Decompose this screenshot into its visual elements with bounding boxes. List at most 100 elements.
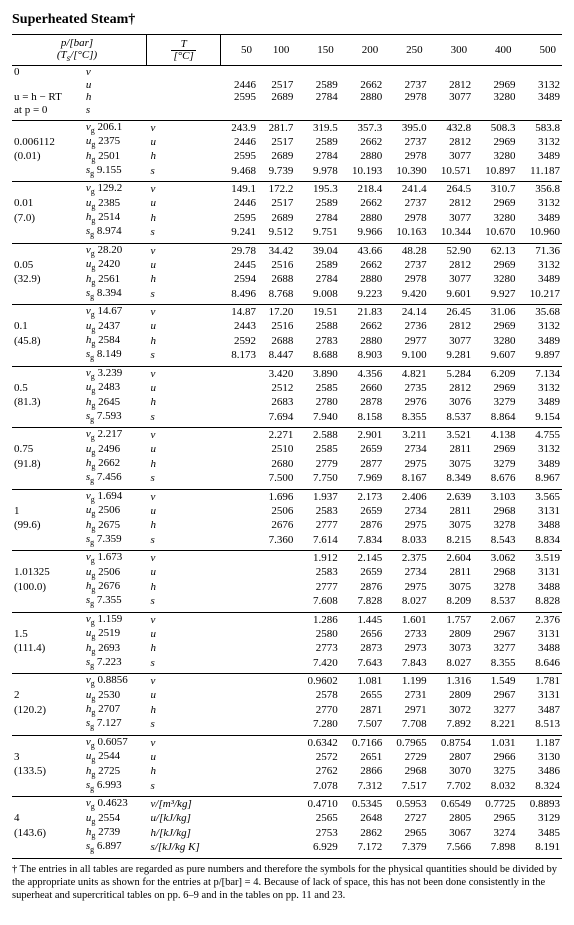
property-label: sg 7.127 [82, 717, 147, 731]
data-cell: 3076 [429, 396, 473, 410]
data-cell: 7.360 [258, 533, 295, 547]
data-cell: 2585 [295, 381, 339, 395]
data-cell: 35.68 [518, 305, 562, 320]
data-cell: 7.898 [473, 840, 517, 854]
property-symbol: h [147, 580, 221, 594]
property-label: vg 1.159 [82, 612, 147, 627]
data-cell: 1.912 [295, 551, 339, 566]
data-cell [518, 66, 562, 79]
data-cell [258, 627, 295, 641]
data-cell [295, 104, 339, 117]
pressure-label: 0.5 [12, 381, 82, 395]
data-cell: 3280 [473, 211, 517, 225]
pressure-label [12, 348, 82, 362]
data-cell: 3280 [473, 334, 517, 348]
property-symbol: h [147, 703, 221, 717]
property-label: hg 2675 [82, 519, 147, 533]
table-row: 0.5ug 2483u2512258526602735281229693132 [12, 381, 562, 395]
data-cell: 2594 [221, 273, 258, 287]
data-cell: 2516 [258, 258, 295, 272]
data-cell [221, 580, 258, 594]
data-cell: 8.173 [221, 348, 258, 362]
data-cell: 2971 [384, 703, 428, 717]
data-cell [258, 765, 295, 779]
property-symbol: s [147, 348, 221, 362]
pressure-label [12, 305, 82, 320]
data-cell: 8.033 [384, 533, 428, 547]
data-cell: 3132 [518, 197, 562, 211]
data-cell [221, 674, 258, 689]
data-cell: 7.843 [384, 656, 428, 670]
data-cell: 2736 [384, 320, 428, 334]
property-label: ug 2483 [82, 381, 147, 395]
data-cell: 4.821 [384, 366, 428, 381]
data-cell: 2773 [295, 642, 339, 656]
data-cell [384, 66, 428, 79]
data-cell [221, 717, 258, 731]
table-row: 1.01325ug 2506u258326592734281129683131 [12, 566, 562, 580]
data-cell: 2595 [221, 211, 258, 225]
property-symbol: u [147, 320, 221, 334]
data-cell: 9.601 [429, 287, 473, 301]
table-row: 3ug 2544u257226512729280729663130 [12, 750, 562, 764]
data-cell [429, 66, 473, 79]
property-label: hg 2662 [82, 457, 147, 471]
data-cell: 2880 [340, 91, 384, 104]
data-cell: 2.067 [473, 612, 517, 627]
data-cell [221, 566, 258, 580]
data-cell: 9.154 [518, 410, 562, 424]
data-cell: 2978 [384, 91, 428, 104]
data-cell: 3130 [518, 750, 562, 764]
data-cell: 2737 [384, 79, 428, 92]
data-cell: 7.172 [340, 840, 384, 854]
data-cell: 2978 [384, 150, 428, 164]
data-cell: 0.7166 [340, 735, 384, 750]
data-cell: 2862 [340, 826, 384, 840]
data-cell: 2784 [295, 150, 339, 164]
data-cell: 2811 [429, 566, 473, 580]
table-row: (99.6)hg 2675h26762777287629753075327834… [12, 519, 562, 533]
data-cell: 2770 [295, 703, 339, 717]
data-cell: 8.834 [518, 533, 562, 547]
table-row: vg 1.159v1.2861.4451.6011.7572.0672.376 [12, 612, 562, 627]
data-cell: 2969 [473, 135, 517, 149]
data-cell [258, 612, 295, 627]
data-cell: 2880 [340, 273, 384, 287]
data-cell [258, 750, 295, 764]
pressure-label [12, 366, 82, 381]
data-cell: 14.87 [221, 305, 258, 320]
data-cell: 2580 [295, 627, 339, 641]
header-temp: 50 [221, 35, 258, 66]
property-label: sg 6.897 [82, 840, 147, 854]
data-cell: 2762 [295, 765, 339, 779]
pressure-label [12, 674, 82, 689]
data-cell: 3132 [518, 79, 562, 92]
data-cell: 8.768 [258, 287, 295, 301]
property-label: hg 2514 [82, 211, 147, 225]
data-cell [221, 396, 258, 410]
data-cell: 2583 [295, 504, 339, 518]
data-cell: 43.66 [340, 243, 384, 258]
data-cell [258, 703, 295, 717]
data-cell: 195.3 [295, 182, 339, 197]
data-cell: 3487 [518, 703, 562, 717]
data-cell: 7.694 [258, 410, 295, 424]
data-cell [221, 689, 258, 703]
table-row: sg 7.127s7.2807.5077.7087.8928.2218.513 [12, 717, 562, 731]
table-row: vg 3.239v3.4203.8904.3564.8215.2846.2097… [12, 366, 562, 381]
data-cell [221, 66, 258, 79]
data-cell: 2811 [429, 443, 473, 457]
data-cell: 7.643 [340, 656, 384, 670]
data-cell: 3077 [429, 91, 473, 104]
data-cell: 1.937 [295, 489, 339, 504]
data-cell: 3489 [518, 457, 562, 471]
data-cell: 319.5 [295, 120, 339, 135]
data-cell: 3279 [473, 457, 517, 471]
property-label: h [82, 91, 147, 104]
data-cell: 3131 [518, 627, 562, 641]
footnote: † The entries in all tables are regarded… [12, 863, 562, 902]
data-cell: 9.420 [384, 287, 428, 301]
data-cell [340, 66, 384, 79]
data-cell: 2973 [384, 642, 428, 656]
data-cell: 39.04 [295, 243, 339, 258]
